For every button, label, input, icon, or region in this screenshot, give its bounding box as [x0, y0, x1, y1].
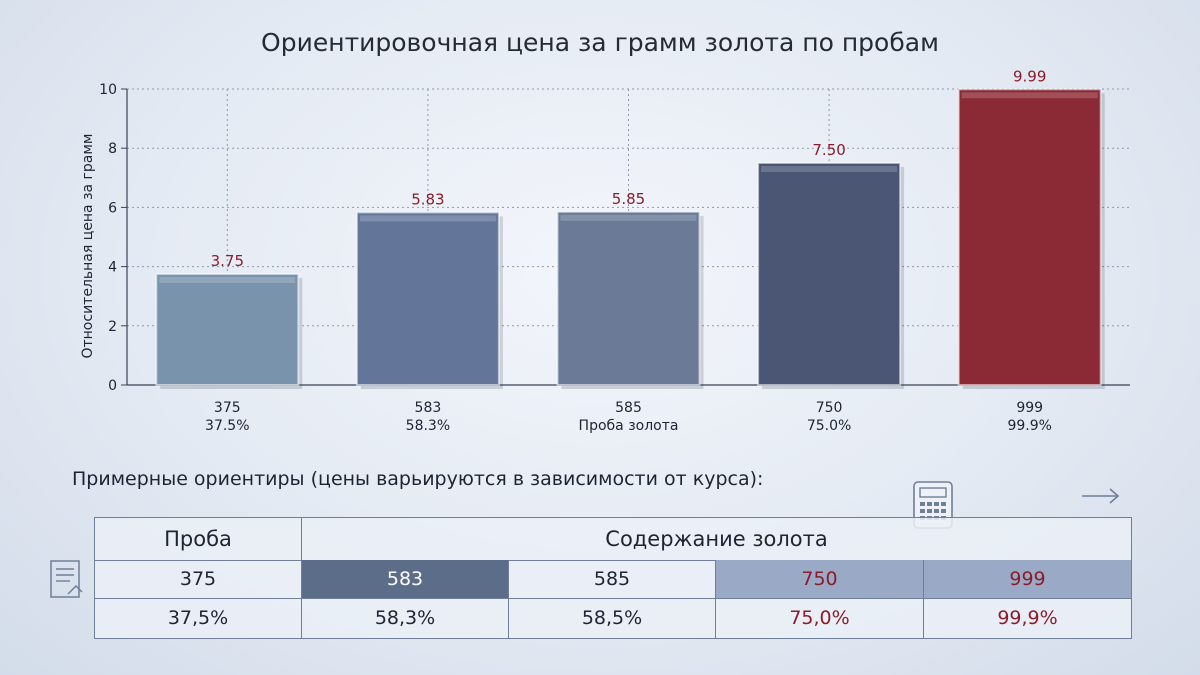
table-cell: 99,9% — [997, 607, 1058, 629]
labels: 0 2 4 6 8 10 3.75 375 37.5% 5.83 583 58.3% 5.85 585 7.… — [99, 67, 1052, 434]
bar-value-label: 5.83 — [411, 190, 444, 208]
bar-value-label: 7.50 — [812, 141, 845, 159]
document-icon — [50, 560, 83, 598]
bar-value-label: 9.99 — [1013, 67, 1046, 85]
table-header-content: Содержание золота — [605, 527, 828, 551]
x-tick-label: 75.0% — [807, 418, 851, 434]
chart-title: Ориентировочная цена за грамм золота по … — [261, 28, 939, 57]
bar — [355, 211, 500, 386]
table-header-row: Проба Содержание золота — [95, 518, 1131, 561]
table-cell: 585 — [509, 560, 716, 598]
x-tick-label: 375 — [214, 400, 241, 416]
bar — [155, 273, 300, 386]
table-cell: 58,5% — [509, 598, 716, 638]
table-cell: 58,3% — [302, 598, 509, 638]
table-header-probe: Проба — [95, 518, 302, 560]
bar-value-label: 5.85 — [612, 190, 645, 208]
x-tick-label: 585 — [615, 400, 642, 416]
gold-content-table: Проба Содержание золота 375 583 585 750 … — [94, 517, 1132, 639]
x-tick-label: 583 — [415, 400, 442, 416]
table-cell: 750 — [716, 560, 924, 598]
x-tick-label: 750 — [816, 400, 843, 416]
table-row: 375 583 585 750 999 — [95, 560, 1131, 599]
y-axis-label: Относительная цена за грамм — [80, 133, 96, 359]
table-row: 37,5% 58,3% 58,5% 75,0% 99,9% — [95, 598, 1131, 638]
arrow-right-icon[interactable] — [1080, 486, 1122, 506]
bar — [757, 162, 902, 386]
table-cell: 583 — [302, 560, 509, 598]
bar-highlight — [159, 277, 296, 283]
table-cell: 375 — [95, 560, 302, 598]
bars — [155, 88, 1105, 390]
bar-value-label: 3.75 — [211, 252, 244, 270]
bar-highlight — [761, 166, 898, 172]
table-cell: 37,5% — [95, 598, 302, 638]
table-cell: 75,0% — [716, 598, 924, 638]
y-tick-label: 10 — [99, 82, 117, 98]
bar-highlight — [359, 215, 496, 222]
y-tick-label: 6 — [108, 200, 117, 216]
x-tick-label: 37.5% — [205, 418, 249, 434]
x-tick-label: 58.3% — [406, 418, 450, 434]
bar — [556, 210, 701, 386]
bar — [957, 88, 1102, 387]
x-tick-label: 999 — [1016, 400, 1043, 416]
y-tick-label: 4 — [108, 260, 117, 276]
bar-chart: 0 2 4 6 8 10 3.75 375 37.5% 5.83 583 58.3% 5.85 585 7.… — [99, 67, 1130, 434]
y-tick-label: 2 — [108, 319, 117, 335]
bar-highlight — [961, 92, 1098, 99]
y-tick-label: 8 — [108, 141, 117, 157]
bar-highlight — [560, 214, 697, 221]
y-tick-label: 0 — [108, 378, 117, 394]
x-tick-label: 99.9% — [1007, 418, 1051, 434]
table-cell: 999 — [924, 560, 1131, 598]
notes-heading: Примерные ориентиры (цены варьируются в … — [72, 468, 764, 490]
x-axis-label: Проба золота — [579, 418, 679, 434]
